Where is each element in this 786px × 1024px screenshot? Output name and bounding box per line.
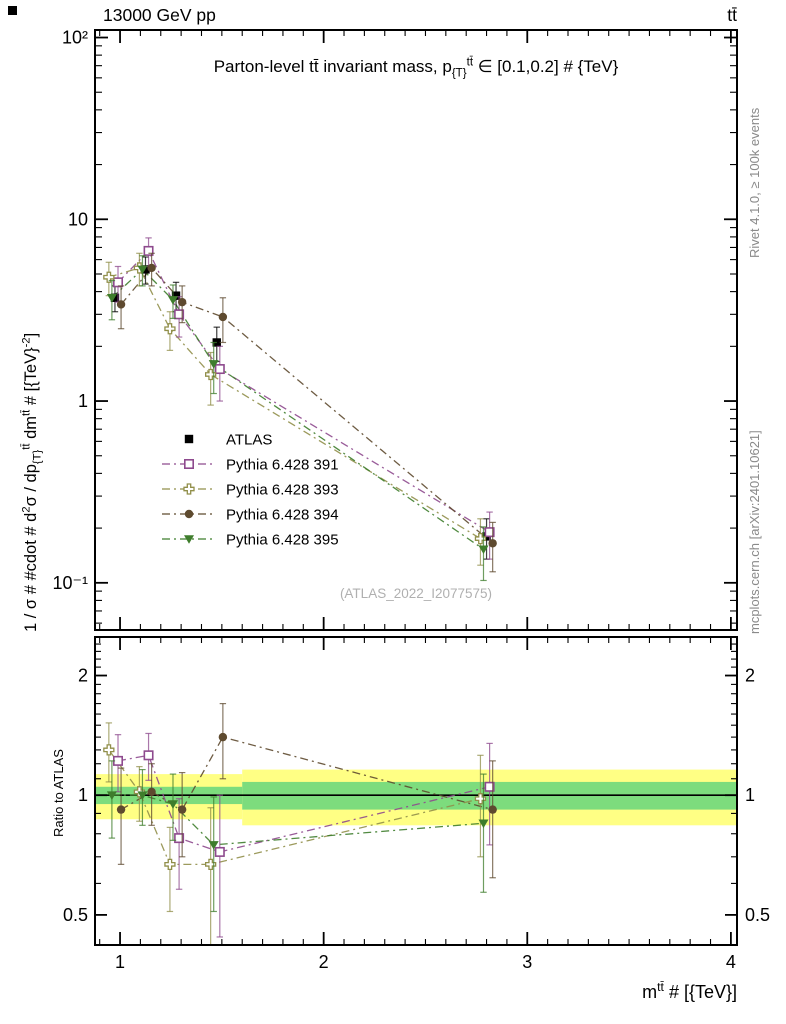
marker-square-filled: [184, 434, 194, 444]
ratio-tick-label-right: 1: [745, 785, 755, 805]
marker-circle-filled: [147, 263, 156, 273]
marker-triangle-down: [137, 791, 148, 801]
marker-square-filled: [171, 291, 181, 300]
marker-square-open: [113, 277, 124, 288]
marker-triangle-down: [167, 800, 178, 809]
y-tick-label: 1: [78, 391, 88, 411]
legend: ATLAS Pythia 6.428 391 Pythia 6.428 393 Pyt…: [162, 432, 339, 549]
ratio-tick-label-left: 1: [78, 785, 88, 805]
legend-entry: Pythia 6.428 393: [162, 482, 339, 499]
legend-label: Pythia 6.428 393: [226, 482, 339, 499]
canvas-corner-mark: [8, 6, 17, 15]
y-axis-label: 1 / σ # #cdot # d2σ / dp{T}tt̄ dmtt̄ # […: [20, 332, 44, 632]
marker-circle-filled: [177, 297, 187, 307]
marker-square-open: [184, 458, 195, 469]
marker-square-open: [214, 846, 225, 857]
marker-cross-open: [205, 858, 217, 871]
ratio-frame: [94, 636, 738, 946]
marker-square-open: [214, 364, 225, 375]
spectrum-frame: [94, 29, 738, 631]
legend-entry: Pythia 6.428 394: [162, 507, 339, 524]
marker-square-open: [484, 781, 495, 792]
marker-cross-open: [183, 483, 195, 495]
x-axis-label: mtt̄ # [{TeV}]: [642, 980, 737, 1002]
marker-triangle-down: [478, 545, 489, 555]
marker-triangle-down: [478, 819, 489, 829]
x-tick-label: 1: [115, 952, 125, 972]
marker-circle-filled: [488, 805, 497, 814]
ratio-uncertainty-bands: [95, 769, 737, 826]
ratio-axis-label: Ratio to ATLAS: [51, 749, 66, 837]
rivet-version-note: Rivet 4.1.0, ≥ 100k events: [747, 107, 762, 258]
legend-entry: Pythia 6.428 391: [162, 457, 339, 474]
marker-cross-open: [103, 271, 115, 283]
legend-label: Pythia 6.428 391: [226, 457, 339, 474]
marker-triangle-down: [208, 841, 219, 850]
marker-circle-filled: [116, 300, 126, 309]
legend-entry: Pythia 6.428 395: [162, 532, 339, 549]
marker-square-open: [484, 527, 495, 538]
x-tick-label: 4: [726, 952, 736, 972]
marker-circle-filled: [177, 805, 187, 814]
y-tick-label: 10: [68, 209, 88, 229]
mcplots-attribution-note: mcplots.cern.ch [arXiv:2401.10621]: [747, 430, 762, 634]
marker-cross-open: [164, 858, 176, 871]
marker-circle-filled: [147, 787, 156, 796]
marker-cross-open: [205, 368, 217, 381]
marker-cross-open: [474, 793, 487, 805]
y-tick-label: 10²: [62, 28, 88, 48]
marker-triangle-down: [167, 296, 178, 305]
x-tick-label: 2: [319, 952, 329, 972]
axis-ticks: [95, 30, 737, 945]
ratio-tick-label-left: 0.5: [63, 905, 88, 925]
legend-label: Pythia 6.428 394: [226, 507, 339, 524]
marker-circle-filled: [218, 732, 228, 742]
x-tick-label: 3: [522, 952, 532, 972]
analysis-id-watermark: (ATLAS_2022_I2077575): [339, 586, 493, 601]
ratio-tick-label-right: 2: [745, 666, 755, 686]
legend-label: ATLAS: [226, 432, 272, 449]
plot-frames: [94, 29, 738, 946]
marker-square-open: [174, 309, 185, 320]
marker-triangle-down: [184, 535, 194, 544]
marker-cross-open: [103, 744, 115, 756]
marker-square-open: [143, 750, 154, 761]
legend-entry: ATLAS: [184, 432, 272, 449]
tick-labels: 10² 10 1 10⁻¹ 2 2 1 1 0.5 0.5 1 2 3 4: [52, 28, 770, 972]
ratio-series: [103, 702, 497, 945]
marker-circle-filled: [184, 509, 194, 519]
ratio-tick-label-right: 0.5: [745, 905, 770, 925]
process-title: tt̄: [727, 5, 737, 25]
marker-square-filled: [110, 293, 120, 302]
marker-square-open: [174, 833, 185, 844]
spectrum-series: [103, 237, 497, 582]
marker-triangle-down: [106, 791, 117, 801]
y-tick-label: 10⁻¹: [52, 573, 88, 593]
marker-circle-filled: [218, 312, 228, 322]
ratio-tick-label-left: 2: [78, 666, 88, 686]
marker-square-open: [143, 245, 154, 256]
marker-triangle-down: [208, 360, 219, 369]
marker-square-filled: [141, 265, 150, 274]
beam-energy-title: 13000 GeV pp: [103, 5, 216, 25]
marker-circle-filled: [488, 539, 497, 548]
legend-label: Pythia 6.428 395: [226, 532, 339, 549]
marker-circle-filled: [116, 805, 126, 814]
observable-title: Parton-level tt̄ invariant mass, p{T}tt̄…: [213, 56, 619, 80]
marker-cross-open: [164, 323, 176, 335]
marker-cross-open: [474, 532, 487, 545]
marker-triangle-down: [137, 265, 148, 275]
marker-triangle-down: [106, 293, 117, 303]
